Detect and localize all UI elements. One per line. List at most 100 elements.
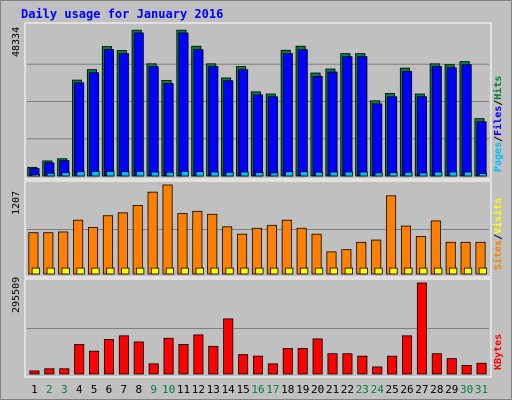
bar-pages-21 (329, 171, 338, 177)
bar-kbytes-14 (223, 318, 234, 375)
x-tick-label-29: 29 (445, 383, 458, 396)
bar-files-26 (402, 71, 413, 177)
bar-visits-10 (162, 184, 173, 275)
bar-pages-14 (225, 171, 234, 177)
panel-kbytes-max-label: 295509 (11, 277, 22, 313)
bar-files-21 (327, 71, 338, 177)
legend-item-visits-0: Sites (492, 240, 504, 270)
bar-sites-25 (389, 267, 398, 275)
bar-sites-4 (76, 267, 85, 275)
x-tick-label-1: 1 (31, 383, 38, 396)
bar-kbytes-7 (118, 335, 129, 375)
bar-visits-3 (58, 231, 69, 275)
legend-item-visits-2: Visits (492, 198, 504, 234)
bar-kbytes-13 (208, 345, 219, 375)
bar-sites-1 (31, 267, 40, 275)
bar-sites-21 (329, 267, 338, 275)
bar-kbytes-5 (89, 350, 100, 375)
bar-pages-30 (463, 171, 473, 177)
bar-sites-12 (195, 267, 204, 275)
bar-sites-15 (240, 267, 249, 275)
bar-kbytes-17 (267, 363, 278, 375)
bar-kbytes-28 (431, 353, 442, 375)
legend-item-hits-0: Pages (493, 142, 504, 172)
bar-files-23 (357, 56, 368, 177)
bar-pages-25 (389, 172, 398, 177)
bar-files-27 (416, 96, 427, 177)
bar-kbytes-4 (74, 344, 85, 375)
bar-visits-25 (386, 195, 397, 275)
x-tick-label-28: 28 (430, 383, 443, 396)
panel-kbytes: 295509 KBytes (11, 277, 504, 378)
bar-sites-23 (359, 267, 368, 275)
bar-visits-14 (222, 226, 233, 275)
bar-pages-18 (285, 171, 294, 177)
x-tick-label-7: 7 (121, 383, 128, 396)
bar-kbytes-9 (148, 363, 159, 375)
x-tick-label-3: 3 (61, 383, 68, 396)
bar-files-25 (387, 96, 398, 177)
x-tick-label-22: 22 (341, 383, 354, 396)
bar-visits-17 (266, 224, 277, 275)
bar-kbytes-20 (312, 338, 323, 375)
bar-kbytes-11 (178, 344, 189, 375)
x-tick-label-21: 21 (326, 383, 339, 396)
bar-visits-9 (147, 191, 158, 275)
bar-visits-11 (177, 213, 188, 275)
bar-sites-17 (270, 267, 279, 275)
bar-pages-8 (136, 170, 145, 177)
panel-visits-max-label: 1207 (11, 191, 22, 215)
x-tick-label-6: 6 (106, 383, 113, 396)
bar-pages-4 (76, 171, 85, 177)
bar-kbytes-23 (357, 355, 368, 375)
x-tick-label-25: 25 (386, 383, 399, 396)
x-tick-label-5: 5 (91, 383, 98, 396)
bar-sites-31 (478, 267, 488, 275)
bar-visits-28 (430, 220, 441, 275)
x-tick-label-2: 2 (46, 383, 53, 396)
x-tick-label-4: 4 (76, 383, 83, 396)
bar-files-19 (297, 49, 308, 177)
bar-sites-18 (285, 267, 294, 275)
bar-visits-5 (88, 227, 99, 275)
x-tick-label-17: 17 (266, 383, 279, 396)
panel-hits-legend: Pages/Files/Hits (492, 76, 504, 172)
bar-files-22 (342, 56, 353, 177)
bar-pages-3 (61, 172, 70, 177)
bar-pages-9 (150, 171, 160, 177)
x-tick-label-19: 19 (296, 383, 309, 396)
bar-files-8 (133, 32, 144, 177)
bar-pages-17 (270, 172, 279, 177)
bar-files-6 (103, 49, 114, 177)
bar-pages-29 (449, 171, 458, 177)
bar-pages-26 (404, 171, 413, 177)
bar-visits-13 (207, 213, 218, 275)
bar-kbytes-24 (372, 366, 383, 375)
bar-pages-6 (106, 170, 115, 177)
bar-kbytes-29 (446, 358, 457, 375)
x-tick-label-12: 12 (192, 383, 205, 396)
bar-sites-27 (419, 267, 428, 275)
bar-sites-30 (463, 267, 473, 275)
x-tick-label-9: 9 (150, 383, 157, 396)
bar-files-18 (282, 53, 293, 177)
bar-pages-1 (31, 174, 40, 177)
bar-sites-9 (150, 267, 160, 275)
bar-files-15 (238, 69, 249, 177)
bar-visits-7 (117, 212, 128, 275)
bar-kbytes-2 (44, 368, 55, 375)
bar-pages-24 (374, 172, 383, 177)
bar-pages-22 (344, 171, 353, 177)
bar-files-29 (446, 67, 457, 177)
x-tick-label-13: 13 (207, 383, 220, 396)
x-tick-label-8: 8 (135, 383, 142, 396)
bar-kbytes-25 (387, 355, 398, 375)
bar-kbytes-26 (402, 335, 413, 375)
x-tick-label-11: 11 (177, 383, 190, 396)
bar-kbytes-1 (29, 370, 40, 375)
bar-pages-23 (359, 171, 368, 177)
bar-files-11 (178, 32, 189, 177)
